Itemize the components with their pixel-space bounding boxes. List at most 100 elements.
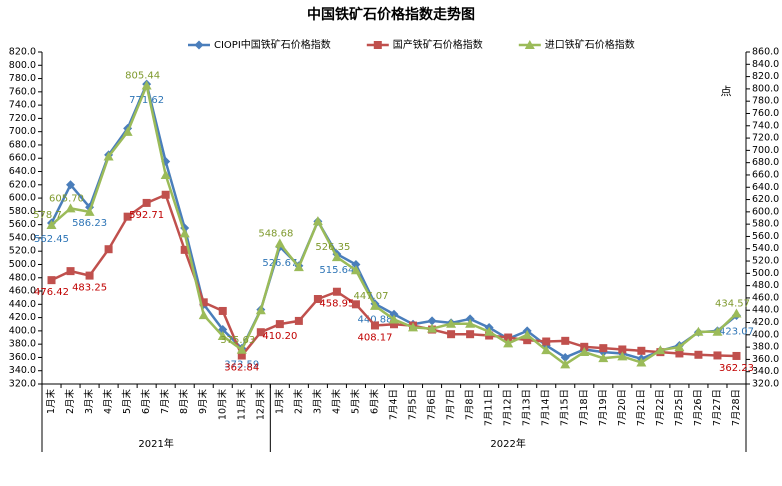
y2-tick-label: 720.0 bbox=[752, 133, 779, 144]
y2-tick-label: 320.0 bbox=[752, 379, 779, 390]
marker bbox=[504, 333, 513, 342]
y-tick-label: 480.0 bbox=[9, 272, 36, 283]
marker bbox=[560, 359, 571, 369]
marker bbox=[46, 219, 57, 229]
marker bbox=[194, 40, 204, 50]
marker bbox=[293, 262, 304, 272]
marker bbox=[198, 310, 209, 320]
marker bbox=[523, 336, 532, 345]
y-tick-label: 700.0 bbox=[9, 126, 36, 137]
marker bbox=[84, 206, 95, 216]
y2-tick-label: 600.0 bbox=[752, 206, 779, 217]
marker bbox=[693, 326, 704, 336]
marker bbox=[180, 245, 189, 254]
x-tick-label: 7月8日 bbox=[465, 389, 476, 420]
marker bbox=[255, 305, 266, 315]
marker bbox=[161, 190, 170, 199]
marker bbox=[560, 352, 570, 362]
marker bbox=[66, 267, 75, 276]
x-tick-label: 4月末 bbox=[330, 389, 342, 415]
group-label: 2021年 bbox=[138, 437, 173, 450]
x-tick-label: 7月14日 bbox=[541, 389, 552, 426]
marker bbox=[580, 342, 589, 351]
marker bbox=[541, 345, 552, 355]
y2-tick-label: 800.0 bbox=[752, 83, 779, 94]
y-tick-label: 500.0 bbox=[9, 259, 36, 270]
y2-tick-label: 760.0 bbox=[752, 108, 779, 119]
marker bbox=[122, 126, 133, 136]
marker bbox=[561, 336, 570, 345]
y2-tick-label: 440.0 bbox=[752, 305, 779, 316]
data-label: 362.84 bbox=[224, 363, 259, 374]
x-tick-label: 7月11日 bbox=[484, 389, 495, 426]
marker bbox=[579, 347, 590, 357]
x-tick-label: 2月末 bbox=[292, 389, 304, 415]
data-label: 592.71 bbox=[129, 210, 164, 221]
x-tick-label: 7月18日 bbox=[579, 389, 590, 426]
y-tick-label: 820.0 bbox=[9, 47, 36, 58]
marker bbox=[351, 300, 360, 309]
marker bbox=[256, 328, 265, 337]
legend-label: 国产铁矿石价格指数 bbox=[393, 38, 483, 51]
data-label: 771.62 bbox=[129, 95, 164, 106]
legend-label: CIOPI中国铁矿石价格指数 bbox=[214, 38, 331, 51]
y-tick-label: 720.0 bbox=[9, 113, 36, 124]
x-tick-label: 6月末 bbox=[140, 389, 152, 415]
x-tick-label: 7月12日 bbox=[503, 389, 514, 426]
marker bbox=[465, 318, 476, 328]
marker bbox=[237, 351, 246, 360]
marker bbox=[275, 320, 284, 329]
y2-tick-label: 780.0 bbox=[752, 96, 779, 107]
x-tick-label: 7月27日 bbox=[712, 389, 723, 426]
y2-tick-label: 540.0 bbox=[752, 243, 779, 254]
x-tick-label: 2月末 bbox=[64, 389, 76, 415]
x-tick-label: 12月末 bbox=[254, 389, 266, 421]
y-tick-label: 660.0 bbox=[9, 153, 36, 164]
y2-tick-label: 380.0 bbox=[752, 342, 779, 353]
x-tick-label: 9月末 bbox=[197, 389, 209, 415]
data-label: 578.7 bbox=[33, 210, 62, 221]
y-tick-label: 440.0 bbox=[9, 299, 36, 310]
data-label: 408.17 bbox=[357, 332, 392, 343]
marker bbox=[294, 316, 303, 325]
marker bbox=[522, 329, 533, 339]
x-tick-label: 1月末 bbox=[273, 389, 285, 415]
marker bbox=[694, 350, 703, 359]
x-tick-label: 7月26日 bbox=[693, 389, 704, 426]
x-tick-label: 6月末 bbox=[368, 389, 380, 415]
marker bbox=[408, 322, 419, 332]
x-tick-label: 7月4日 bbox=[389, 389, 400, 420]
x-tick-label: 7月20日 bbox=[617, 389, 628, 426]
legend-label: 进口铁矿石价格指数 bbox=[545, 38, 635, 51]
data-label: 410.20 bbox=[262, 331, 297, 342]
marker bbox=[674, 342, 685, 352]
y-tick-label: 540.0 bbox=[9, 232, 36, 243]
data-label: 362.23 bbox=[719, 363, 754, 374]
marker bbox=[484, 326, 495, 336]
marker bbox=[199, 298, 208, 307]
y2-tick-label: 640.0 bbox=[752, 182, 779, 193]
marker bbox=[370, 321, 379, 330]
marker bbox=[218, 306, 227, 315]
y2-axis-label: 点 bbox=[721, 85, 732, 98]
x-tick-label: 7月5日 bbox=[408, 389, 419, 420]
marker bbox=[103, 151, 114, 161]
data-label: 373.59 bbox=[224, 359, 259, 370]
marker bbox=[713, 351, 722, 360]
marker bbox=[712, 326, 723, 336]
y2-tick-label: 860.0 bbox=[752, 47, 779, 58]
y2-tick-label: 700.0 bbox=[752, 145, 779, 156]
marker bbox=[66, 180, 76, 190]
marker bbox=[598, 353, 609, 363]
marker bbox=[732, 351, 741, 360]
marker bbox=[373, 41, 382, 49]
marker bbox=[369, 300, 380, 310]
marker bbox=[637, 346, 646, 355]
y2-tick-label: 680.0 bbox=[752, 157, 779, 168]
y2-tick-label: 580.0 bbox=[752, 219, 779, 230]
x-tick-label: 4月末 bbox=[102, 389, 114, 415]
data-label: 458.95 bbox=[319, 299, 354, 310]
marker bbox=[142, 198, 151, 207]
data-label: 548.68 bbox=[258, 228, 293, 239]
